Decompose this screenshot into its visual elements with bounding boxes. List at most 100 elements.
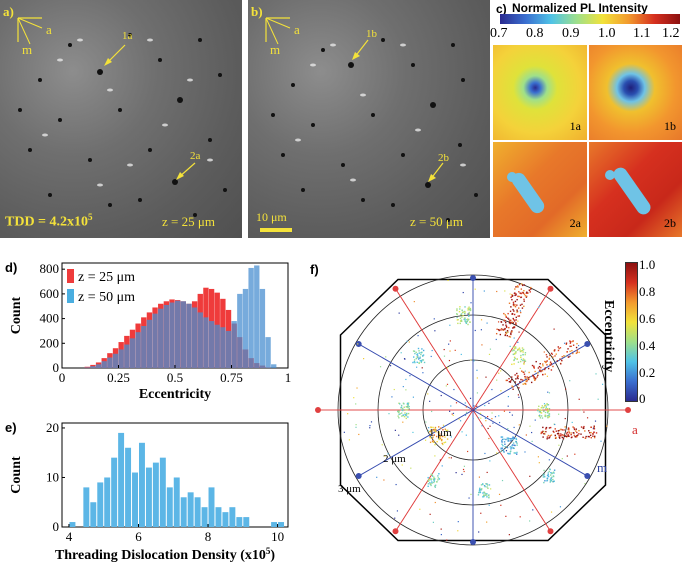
- scatter-point: [504, 443, 506, 445]
- scatter-point: [565, 388, 567, 390]
- micrograph-b: b) a m 1b 2b 10 μm z = 50 μm: [248, 0, 490, 238]
- scatter-point: [512, 436, 514, 438]
- scatter-point: [480, 488, 482, 491]
- scatter-point: [499, 450, 502, 453]
- scatter-point: [587, 435, 589, 438]
- scatter-point: [402, 385, 404, 388]
- histogram-bar: [222, 512, 229, 527]
- scatter-point: [544, 415, 547, 418]
- scatter-point: [406, 406, 408, 408]
- scatter-point: [560, 428, 562, 431]
- histogram-bar: [111, 457, 118, 527]
- scatter-point: [576, 349, 579, 352]
- scatter-point: [557, 430, 560, 432]
- scatter-point: [542, 407, 544, 409]
- scatter-point: [550, 511, 553, 513]
- scatter-point: [422, 354, 425, 356]
- scatter-point: [467, 309, 469, 311]
- histogram-bar: [225, 330, 232, 368]
- scatter-point: [554, 434, 556, 437]
- scatter-point: [512, 386, 514, 388]
- scatter-point: [545, 406, 548, 408]
- scatter-point: [554, 428, 556, 430]
- scatter-point: [526, 292, 529, 294]
- scatter-point: [544, 373, 546, 375]
- scatter-point: [573, 427, 575, 429]
- scatter-point: [511, 378, 513, 381]
- scatter-point: [590, 426, 592, 428]
- scatter-point: [522, 351, 524, 353]
- scatter-point: [570, 433, 572, 436]
- scatter-point: [445, 385, 447, 387]
- scatter-point: [439, 435, 441, 438]
- scatter-point: [518, 396, 520, 398]
- scatter-point: [519, 349, 521, 351]
- scatter-point: [369, 424, 371, 427]
- scatter-point: [516, 358, 518, 360]
- scatter-point: [439, 437, 442, 439]
- scatter-point: [572, 426, 574, 428]
- histogram-bar: [186, 303, 192, 368]
- x-tick-label: 8: [205, 529, 212, 544]
- scatter-point: [526, 379, 528, 381]
- scatter-point: [513, 353, 516, 355]
- ring-label-1um: 1 μm: [429, 427, 452, 439]
- scatter-point: [570, 341, 572, 343]
- scatter-point: [544, 433, 546, 435]
- histogram-bar: [248, 267, 254, 368]
- scatter-point: [514, 300, 517, 303]
- scatter-point: [539, 305, 541, 307]
- scatter-point: [518, 347, 521, 349]
- scatter-point: [515, 438, 518, 441]
- histogram-bar: [90, 366, 96, 368]
- scatter-point: [399, 403, 401, 405]
- scatter-point: [434, 330, 436, 332]
- scatter-point: [572, 344, 575, 346]
- scatter-point: [496, 379, 498, 381]
- scatter-point: [511, 444, 514, 446]
- scatter-point: [509, 453, 511, 455]
- scatter-point: [488, 484, 491, 486]
- scatter-point: [523, 284, 526, 286]
- scatter-point: [438, 426, 440, 428]
- scatter-point: [507, 428, 509, 430]
- scatter-point: [521, 307, 524, 309]
- pl-map-2a: 2a: [493, 142, 587, 237]
- scatter-point: [412, 361, 414, 364]
- scatter-point: [385, 356, 387, 358]
- scatter-point: [463, 318, 465, 321]
- scatter-point: [570, 345, 572, 348]
- scatter-point: [513, 320, 516, 322]
- scatter-point: [582, 427, 585, 429]
- scatter-point: [593, 425, 595, 428]
- scatter-point: [512, 388, 514, 390]
- scatter-point: [555, 430, 558, 432]
- scatter-point: [504, 290, 506, 292]
- histogram-bar: [197, 312, 203, 368]
- scatter-point: [438, 433, 440, 436]
- scatter-point: [560, 433, 562, 435]
- scatter-point: [438, 438, 440, 441]
- scatter-point: [484, 485, 486, 488]
- scatter-point: [544, 480, 546, 482]
- scatter-point: [513, 363, 515, 365]
- scatter-point: [434, 430, 436, 432]
- scatter-point: [419, 359, 421, 362]
- scatter-point: [548, 468, 551, 470]
- scatter-point: [593, 426, 595, 429]
- scatter-point: [406, 340, 408, 342]
- scatter-point: [538, 462, 540, 464]
- scatter-point: [514, 444, 516, 447]
- scatter-point: [541, 417, 544, 419]
- scatter-point: [480, 319, 483, 321]
- scatter-point: [537, 374, 539, 377]
- scatter-point: [487, 415, 489, 418]
- scatter-point: [507, 452, 509, 455]
- scatter-point: [458, 418, 460, 420]
- scatter-point: [355, 403, 357, 405]
- scatter-point: [449, 340, 451, 342]
- scatter-point: [606, 425, 608, 427]
- scatter-point: [538, 405, 540, 408]
- scatter-point: [429, 431, 431, 433]
- defect-2a-label: 2a: [190, 150, 201, 162]
